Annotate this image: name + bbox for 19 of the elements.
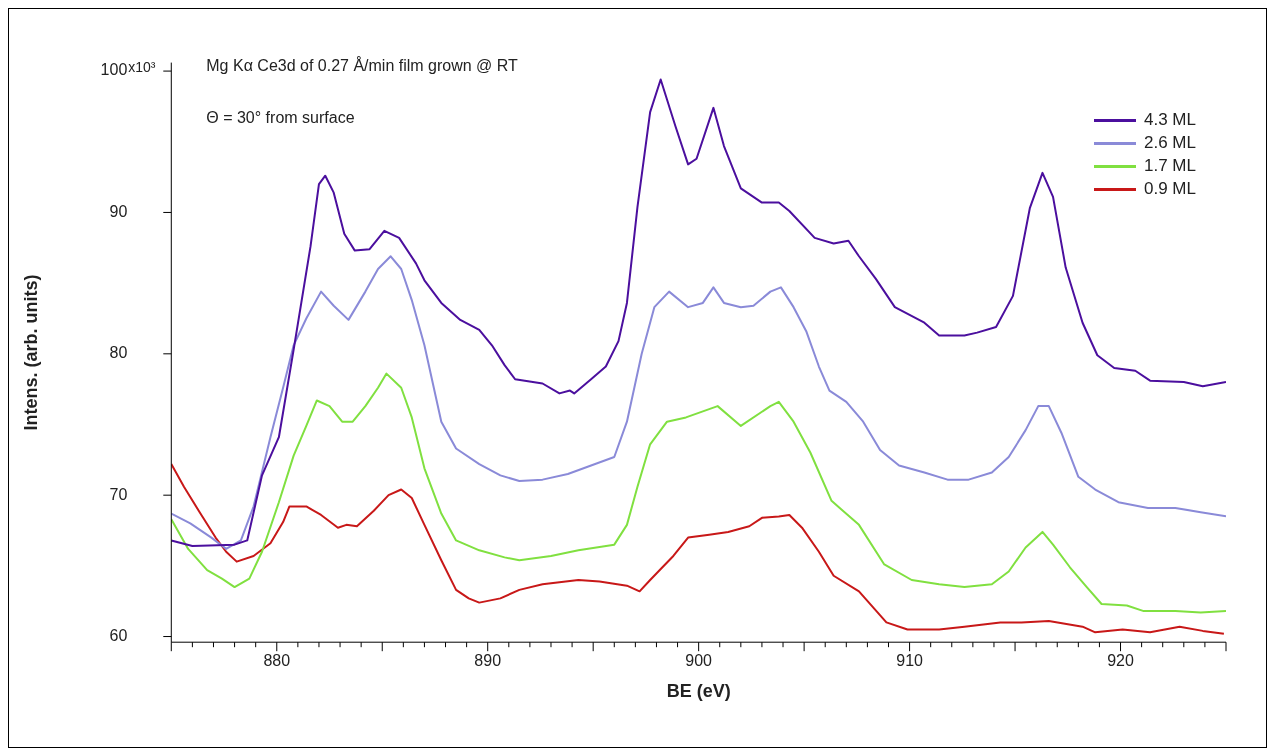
y-tick-label: 90 (109, 202, 128, 220)
y-tick-label: 80 (109, 344, 128, 362)
y-axis-title: Intens. (arb. units) (20, 274, 41, 431)
y-tick-label: 100 (100, 61, 128, 79)
legend-label: 2.6 ML (1144, 133, 1196, 153)
y-tick-label: 70 (109, 485, 128, 503)
x-tick-label: 920 (1107, 652, 1134, 670)
x-tick-label: 890 (474, 652, 502, 670)
chart-title: Mg Kα Ce3d of 0.27 Å/min film grown @ RT (206, 56, 519, 75)
legend-label: 1.7 ML (1144, 156, 1196, 176)
x-tick-label: 880 (263, 652, 291, 670)
x-tick-label: 910 (896, 652, 924, 670)
text: Θ = 30° from surface (206, 109, 355, 127)
y-tick-label: 60 (109, 626, 128, 644)
legend-label: 0.9 ML (1144, 179, 1196, 199)
text: x10³ (128, 58, 156, 75)
x-axis-title: BE (eV) (666, 681, 731, 702)
legend-label: 4.3 ML (1144, 110, 1196, 130)
x-tick-label: 900 (685, 652, 713, 670)
